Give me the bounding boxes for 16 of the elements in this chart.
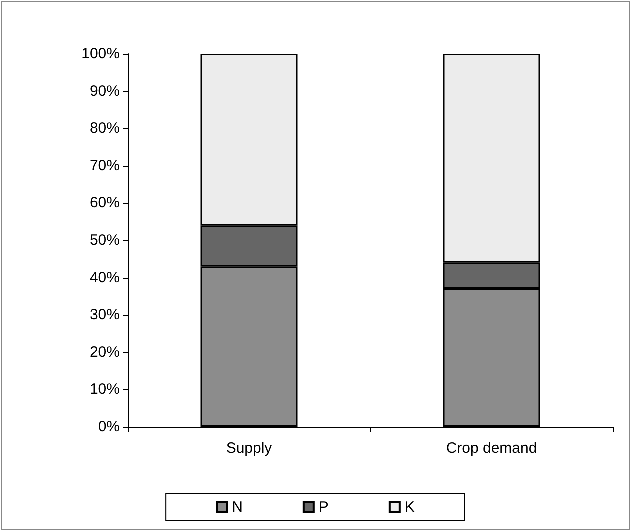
y-tick-label: 60% xyxy=(90,194,120,212)
y-tick-label: 30% xyxy=(90,306,120,324)
legend-label: K xyxy=(404,499,415,516)
y-tick-label: 100% xyxy=(82,46,120,62)
y-tick-label: 20% xyxy=(90,344,120,361)
y-tick-label: 70% xyxy=(90,157,120,174)
x-tick-label: Supply xyxy=(226,440,273,457)
x-tick-label: Crop demand xyxy=(446,440,538,457)
legend-label: N xyxy=(232,499,243,516)
y-tick-label: 0% xyxy=(98,418,120,436)
y-tick-label: 40% xyxy=(90,269,120,286)
y-tick-label: 10% xyxy=(90,381,120,398)
legend-label: P xyxy=(318,499,329,516)
y-tick-label: 80% xyxy=(90,120,120,138)
y-tick-label: 50% xyxy=(90,232,120,249)
y-tick-label: 90% xyxy=(90,82,120,100)
